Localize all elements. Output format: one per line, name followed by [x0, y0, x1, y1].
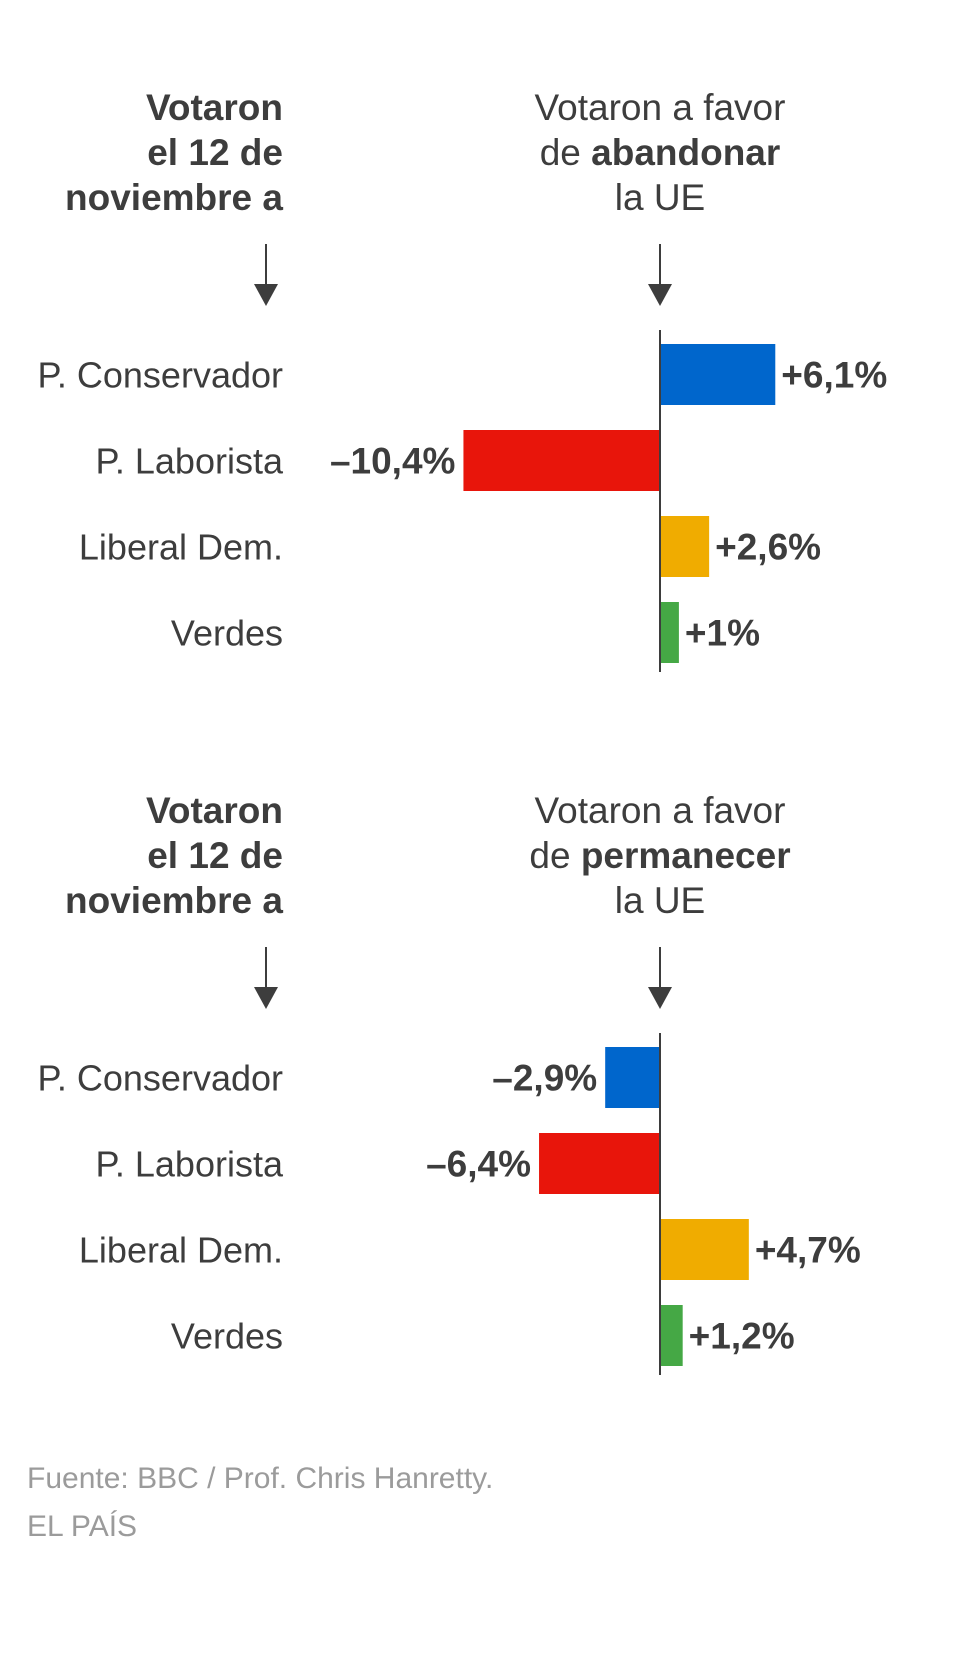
right-header: Votaron a favor de abandonar la UE [535, 87, 786, 218]
category-label: P. Laborista [96, 1144, 284, 1185]
right-arrow-head [648, 284, 672, 306]
right-header-line: Votaron a favor [535, 790, 786, 831]
category-label: Liberal Dem. [79, 1230, 283, 1271]
right-header-line: la UE [615, 880, 705, 921]
chart-panel-1: Votaron el 12 de noviembre a Votaron a favo… [38, 87, 887, 672]
left-header-line: Votaron [146, 87, 283, 128]
chart-panel-2: Votaron el 12 de noviembre a Votaron a favo… [38, 790, 861, 1375]
right-header-line: de [540, 132, 591, 173]
left-header-line: Votaron [146, 790, 283, 831]
category-label: Verdes [171, 613, 283, 654]
left-header-line: el 12 de [147, 835, 283, 876]
left-arrow-head [254, 987, 278, 1009]
source-note: Fuente: BBC / Prof. Chris Hanretty. EL P… [27, 1455, 493, 1551]
value-label: +1,2% [689, 1316, 795, 1357]
value-label: –6,4% [426, 1144, 531, 1185]
category-label: Verdes [171, 1316, 283, 1357]
bar [463, 430, 660, 491]
value-label: +6,1% [781, 355, 887, 396]
bar [660, 1305, 683, 1366]
right-arrow-head [648, 987, 672, 1009]
bar [660, 344, 776, 405]
value-label: –2,9% [492, 1058, 597, 1099]
bar [660, 516, 710, 577]
credit-text: EL PAÍS [27, 1510, 138, 1543]
value-label: +1% [685, 613, 760, 654]
left-header-line: el 12 de [147, 132, 283, 173]
left-header: Votaron el 12 de noviembre a [65, 87, 283, 218]
category-label: P. Conservador [38, 1058, 283, 1099]
bar [605, 1047, 660, 1108]
left-header: Votaron el 12 de noviembre a [65, 790, 283, 921]
value-label: +2,6% [715, 527, 821, 568]
category-label: P. Laborista [96, 441, 284, 482]
left-header-line: noviembre a [65, 880, 283, 921]
bar [660, 602, 679, 663]
right-header-line: Votaron a favor [535, 87, 786, 128]
left-header-line: noviembre a [65, 177, 283, 218]
right-header-bold: abandonar [591, 132, 780, 173]
left-arrow-head [254, 284, 278, 306]
right-header-line: de [529, 835, 580, 876]
right-header-line: la UE [615, 177, 705, 218]
category-label: Liberal Dem. [79, 527, 283, 568]
bar [660, 1219, 749, 1280]
source-text: Fuente: BBC / Prof. Chris Hanretty. [27, 1462, 494, 1495]
right-header: Votaron a favor de permanecer la UE [529, 790, 790, 921]
category-label: P. Conservador [38, 355, 283, 396]
bar [539, 1133, 660, 1194]
value-label: +4,7% [755, 1230, 861, 1271]
right-header-bold: permanecer [581, 835, 791, 876]
value-label: –10,4% [330, 441, 456, 482]
